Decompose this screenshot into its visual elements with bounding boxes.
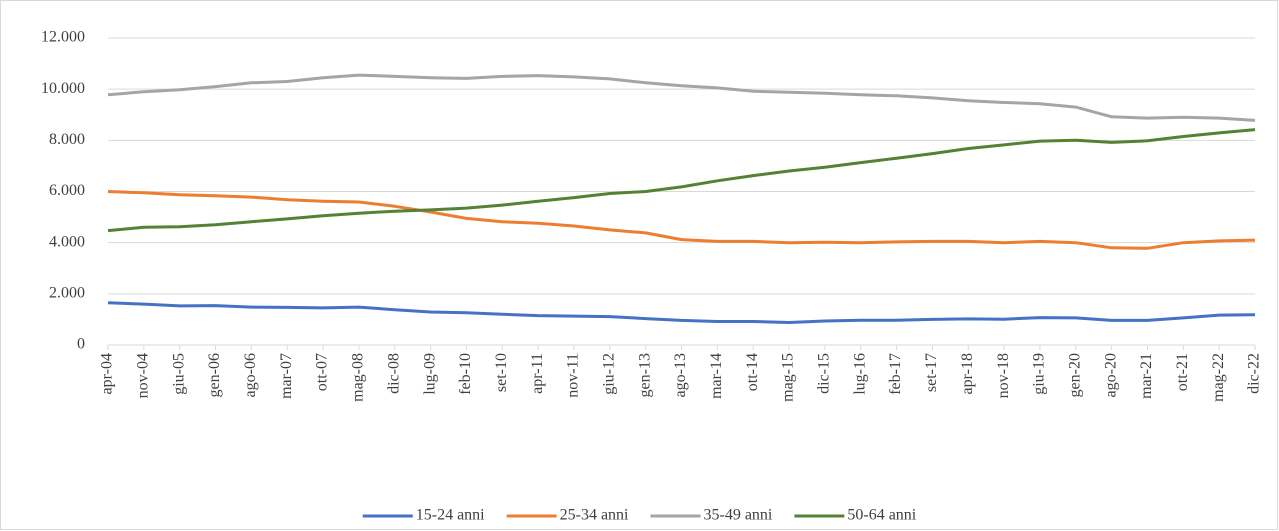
legend-item: 50-64 anni — [794, 507, 917, 524]
y-tick-label: 0 — [77, 336, 85, 353]
x-tick-label: mar-21 — [1138, 353, 1155, 399]
legend-label: 35-49 anni — [704, 507, 773, 524]
x-tick-label: lug-09 — [421, 353, 438, 395]
y-tick-label: 4.000 — [49, 233, 85, 250]
x-tick-label: gen-06 — [206, 353, 223, 397]
x-tick-label: ago-13 — [672, 353, 689, 397]
x-tick-label: nov-11 — [565, 353, 582, 398]
x-tick-label: set-17 — [923, 353, 940, 392]
x-tick-label: set-10 — [493, 353, 510, 392]
x-tick-label: feb-17 — [887, 353, 904, 395]
x-tick-label: ott-14 — [744, 353, 761, 391]
legend: 15-24 anni 25-34 anni 35-49 anni 50-64 anni — [362, 507, 917, 524]
x-tick-label: ott-21 — [1174, 353, 1191, 391]
x-tick-label: feb-10 — [457, 353, 474, 395]
x-tick-label: mag-08 — [350, 353, 367, 402]
y-tick-label: 6.000 — [49, 182, 85, 199]
y-tick-label: 8.000 — [49, 131, 85, 148]
x-tick-label: gen-20 — [1066, 353, 1083, 397]
x-tick-label: mag-22 — [1210, 353, 1227, 402]
y-tick-label: 12.000 — [41, 29, 85, 46]
x-tick-label: nov-18 — [995, 353, 1012, 398]
x-tick-label: dic-15 — [816, 353, 833, 394]
x-tick-label: ago-06 — [242, 353, 259, 397]
x-tick-label: apr-11 — [529, 353, 546, 394]
x-tick-label: gen-13 — [636, 353, 653, 397]
legend-label: 25-34 anni — [560, 507, 629, 524]
x-tick-label: dic-08 — [385, 353, 402, 394]
x-tick-label: giu-12 — [600, 353, 617, 395]
series-line — [107, 301, 1256, 324]
legend-item: 25-34 anni — [506, 507, 629, 524]
x-tick-label: ago-20 — [1102, 353, 1119, 397]
legend-label: 15-24 anni — [416, 507, 485, 524]
x-tick-label: mar-07 — [278, 353, 295, 399]
legend-label: 50-64 anni — [847, 507, 916, 524]
legend-item: 15-24 anni — [362, 507, 485, 524]
series-line — [107, 128, 1256, 233]
x-tick-label: nov-04 — [135, 353, 152, 398]
x-tick-label: giu-05 — [170, 353, 187, 395]
series-line — [107, 190, 1256, 250]
x-tick-label: dic-22 — [1246, 353, 1263, 394]
x-tick-label: lug-16 — [851, 353, 868, 395]
series-line — [107, 73, 1256, 122]
x-tick-label: mag-15 — [780, 353, 797, 402]
legend-item: 35-49 anni — [650, 507, 773, 524]
x-tick-label: apr-04 — [99, 353, 116, 394]
y-tick-label: 2.000 — [49, 285, 85, 302]
x-tick-label: mar-14 — [708, 353, 725, 399]
x-tick-label: ott-07 — [314, 353, 331, 391]
y-tick-label: 10.000 — [41, 80, 85, 97]
x-tick-label: giu-19 — [1031, 353, 1048, 395]
x-tick-label: apr-18 — [959, 353, 976, 394]
